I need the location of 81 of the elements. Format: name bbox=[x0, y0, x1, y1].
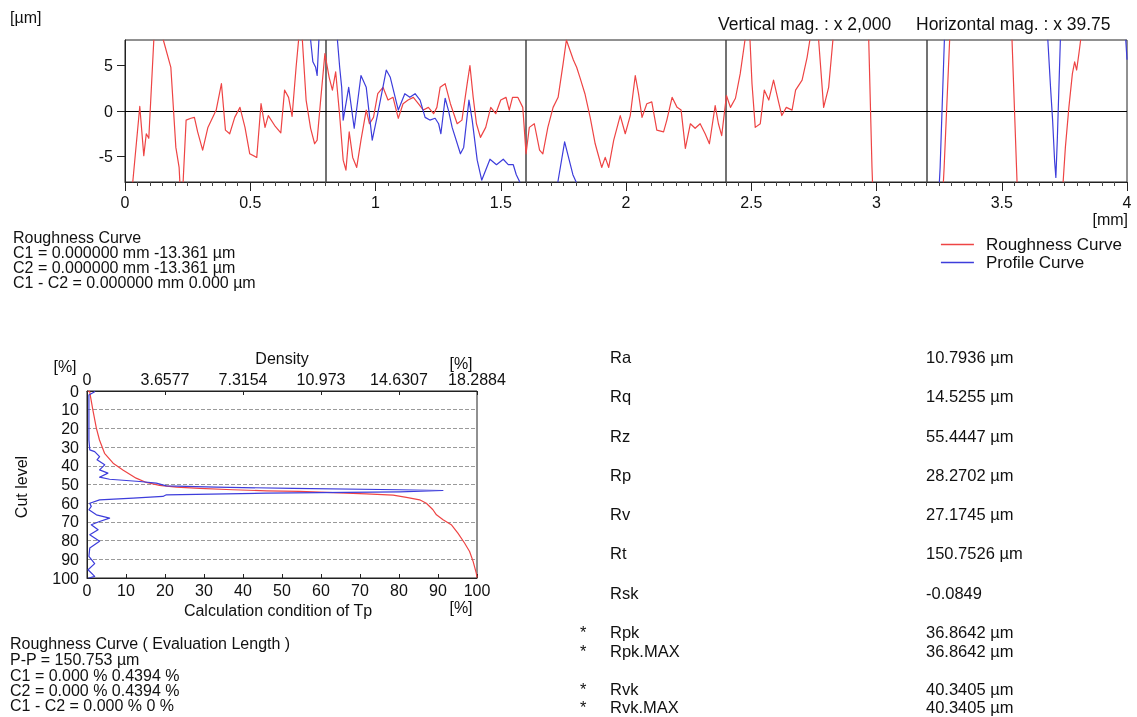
x-tick-label: 2.5 bbox=[740, 193, 763, 211]
text: C1 - C2 = 0.000 % 0 % bbox=[10, 696, 175, 714]
x-tick-label: 4 bbox=[1122, 193, 1132, 211]
x-tick-label: 70 bbox=[351, 581, 369, 599]
text: Horizontal mag. : x 39.75 bbox=[916, 14, 1111, 34]
x-tick-label: 0 bbox=[82, 581, 92, 599]
text: [%] bbox=[449, 354, 473, 372]
text: 10.7936 µm bbox=[926, 348, 1014, 366]
x-tick-label: 1 bbox=[371, 193, 381, 211]
x-tick-label: 2 bbox=[621, 193, 631, 211]
x2-tick-label: 0 bbox=[82, 370, 92, 388]
text: * bbox=[580, 680, 587, 698]
text: * bbox=[580, 623, 587, 641]
y-tick-label: 90 bbox=[61, 550, 80, 568]
x-tick-label: 100 bbox=[463, 581, 491, 599]
x2-axis-title: Density bbox=[255, 349, 309, 367]
x-tick-label: 60 bbox=[312, 581, 330, 599]
y-tick-label: 70 bbox=[61, 513, 80, 531]
category-label: Rt bbox=[610, 544, 627, 562]
y-tick-label: -5 bbox=[98, 148, 114, 166]
text: 36.8642 µm bbox=[926, 623, 1014, 641]
category-label: Rp bbox=[610, 466, 632, 484]
text: [%] bbox=[449, 598, 473, 616]
text: 36.8642 µm bbox=[926, 642, 1014, 660]
x-tick-label: 80 bbox=[390, 581, 408, 599]
x2-tick-label: 7.3154 bbox=[218, 370, 268, 388]
x-axis-title: Calculation condition of Tp bbox=[183, 601, 373, 619]
y-tick-label: 100 bbox=[52, 569, 80, 587]
category-label: Rpk.MAX bbox=[610, 642, 680, 660]
x-tick-label: 0.5 bbox=[239, 193, 262, 211]
text: 150.7526 µm bbox=[926, 544, 1023, 562]
y-axis-title: Cut level bbox=[12, 455, 30, 519]
category-label: Rpk bbox=[610, 623, 641, 641]
category-label: Rv bbox=[610, 505, 631, 523]
y-tick-label: 0 bbox=[104, 102, 114, 120]
text: 55.4447 µm bbox=[926, 427, 1014, 445]
text: [%] bbox=[53, 357, 77, 375]
y-tick-label: 10 bbox=[61, 401, 80, 419]
x-tick-label: 0 bbox=[120, 193, 130, 211]
x2-tick-label: 14.6307 bbox=[370, 370, 429, 388]
y-tick-label: 0 bbox=[70, 382, 80, 400]
text: C2 = 0.000 % 0.4394 % bbox=[10, 681, 180, 699]
y-tick-label: 60 bbox=[61, 494, 80, 512]
category-label: Ra bbox=[610, 348, 632, 366]
text: 40.3405 µm bbox=[926, 680, 1014, 698]
text: 40.3405 µm bbox=[926, 698, 1014, 716]
y-tick-label: 30 bbox=[61, 438, 80, 456]
text: 28.2702 µm bbox=[926, 466, 1014, 484]
text: * bbox=[580, 698, 587, 716]
x-axis-title: [mm] bbox=[1092, 210, 1128, 228]
legend-label: Profile Curve bbox=[985, 253, 1085, 272]
y-tick-label: 80 bbox=[61, 532, 80, 550]
x-tick-label: 10 bbox=[117, 581, 135, 599]
category-label: Rvk bbox=[610, 680, 640, 698]
legend-label: Roughness Curve bbox=[985, 235, 1122, 254]
category-label: Rz bbox=[610, 427, 631, 445]
y-tick-label: 5 bbox=[104, 56, 114, 74]
text: -0.0849 bbox=[926, 584, 982, 602]
category-label: Rq bbox=[610, 387, 632, 405]
text: Roughness Curve bbox=[13, 228, 142, 246]
text: * bbox=[580, 642, 587, 660]
category-label: Rvk.MAX bbox=[610, 698, 679, 716]
x-tick-label: 30 bbox=[195, 581, 213, 599]
y-axis-title: [µm] bbox=[10, 8, 42, 26]
text: Vertical mag. : x 2,000 bbox=[718, 14, 892, 34]
x2-tick-label: 10.973 bbox=[296, 370, 346, 388]
x-tick-label: 90 bbox=[429, 581, 447, 599]
text: 14.5255 µm bbox=[926, 387, 1014, 405]
x-tick-label: 3.5 bbox=[990, 193, 1013, 211]
x-tick-label: 50 bbox=[273, 581, 291, 599]
x2-tick-label: 3.6577 bbox=[140, 370, 190, 388]
x-tick-label: 40 bbox=[234, 581, 252, 599]
text: Roughness Curve ( Evaluation Length ) bbox=[10, 634, 291, 652]
x-tick-label: 1.5 bbox=[489, 193, 512, 211]
y-tick-label: 50 bbox=[61, 476, 80, 493]
x-tick-label: 20 bbox=[156, 581, 174, 599]
y-tick-label: 40 bbox=[61, 457, 80, 475]
y-tick-label: 20 bbox=[61, 419, 80, 437]
text: 27.1745 µm bbox=[926, 505, 1014, 523]
x-tick-label: 3 bbox=[872, 193, 882, 211]
category-label: Rsk bbox=[610, 584, 640, 602]
